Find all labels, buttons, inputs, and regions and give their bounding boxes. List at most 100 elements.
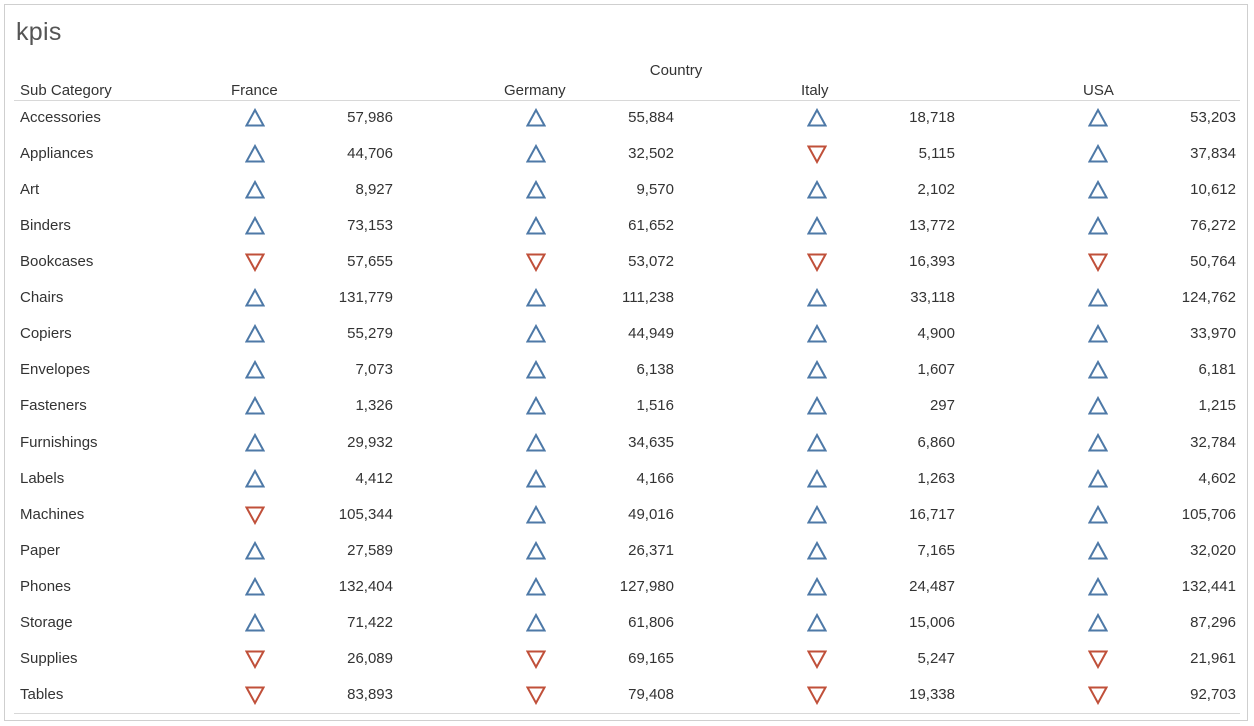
table-row: Envelopes 7,073 6,138 1,607 6,181 xyxy=(0,353,1254,389)
triangle-up-outline-icon xyxy=(1088,324,1108,344)
kpi-value: 5,115 xyxy=(918,145,955,163)
kpi-value: 10,612 xyxy=(1190,181,1236,199)
table-bottom-divider xyxy=(14,713,1240,714)
triangle-down-outline-icon xyxy=(526,649,546,669)
kpi-value: 4,412 xyxy=(355,469,393,487)
kpi-value: 55,884 xyxy=(628,109,674,126)
kpi-value: 297 xyxy=(929,397,955,415)
kpi-value: 132,404 xyxy=(338,577,393,595)
kpi-value: 76,272 xyxy=(1190,217,1236,235)
table-row: Phones 132,404 127,980 24,487 132,441 xyxy=(0,570,1254,606)
sub-category-label: Accessories xyxy=(20,109,101,126)
kpi-value: 8,927 xyxy=(355,181,393,199)
kpi-value: 26,089 xyxy=(347,649,393,667)
triangle-down-outline-icon xyxy=(807,649,827,669)
triangle-up-outline-icon xyxy=(245,576,265,597)
triangle-up-outline-icon xyxy=(245,360,265,380)
kpi-value: 124,762 xyxy=(1181,289,1236,307)
triangle-up-outline-icon xyxy=(526,216,546,236)
triangle-up-outline-icon xyxy=(245,144,265,164)
kpi-table-panel xyxy=(4,4,1248,721)
sub-category-label: Copiers xyxy=(20,325,72,343)
triangle-down-outline-icon xyxy=(245,505,265,525)
kpi-value: 1,215 xyxy=(1198,397,1236,415)
triangle-down-outline-icon xyxy=(807,685,827,705)
kpi-value: 6,181 xyxy=(1198,361,1236,379)
table-row: Accessories 57,986 55,884 18,718 53,203 xyxy=(0,101,1254,137)
triangle-up-outline-icon xyxy=(807,360,827,380)
country-header-germany: Germany xyxy=(504,82,566,99)
triangle-up-outline-icon xyxy=(1088,108,1108,128)
kpi-value: 6,138 xyxy=(636,361,674,379)
kpi-value: 69,165 xyxy=(628,649,674,667)
country-header-italy: Italy xyxy=(801,82,829,99)
triangle-up-outline-icon xyxy=(1088,396,1108,416)
page-title: kpis xyxy=(16,18,62,46)
triangle-up-outline-icon xyxy=(1088,612,1108,633)
table-row: Furnishings 29,932 34,635 6,860 32,784 xyxy=(0,426,1254,462)
triangle-up-outline-icon xyxy=(807,612,827,633)
kpi-value: 1,607 xyxy=(917,361,955,379)
triangle-down-outline-icon xyxy=(526,252,546,273)
country-column-group-header: Country xyxy=(649,62,703,79)
triangle-up-outline-icon xyxy=(1088,432,1108,453)
triangle-up-outline-icon xyxy=(1088,468,1108,489)
table-row: Bookcases 57,655 53,072 16,393 50,764 xyxy=(0,245,1254,281)
triangle-up-outline-icon xyxy=(526,540,546,561)
kpi-value: 16,717 xyxy=(909,505,955,523)
kpi-value: 111,238 xyxy=(622,289,674,307)
triangle-up-outline-icon xyxy=(526,324,546,344)
kpi-value: 33,118 xyxy=(910,289,955,307)
sub-category-header: Sub Category xyxy=(20,82,112,99)
kpi-value: 105,706 xyxy=(1181,505,1236,523)
triangle-up-outline-icon xyxy=(807,504,827,525)
sub-category-label: Paper xyxy=(20,541,61,559)
sub-category-label: Art xyxy=(20,181,40,199)
kpi-value: 79,408 xyxy=(628,685,674,703)
kpi-value: 6,860 xyxy=(917,433,955,451)
triangle-down-outline-icon xyxy=(526,685,546,705)
table-row: Paper 27,589 26,371 7,165 32,020 xyxy=(0,534,1254,570)
kpi-value: 37,834 xyxy=(1190,145,1236,163)
triangle-up-outline-icon xyxy=(807,468,827,489)
triangle-down-outline-icon xyxy=(1088,252,1108,273)
triangle-up-outline-icon xyxy=(526,432,546,453)
kpi-value: 83,893 xyxy=(347,685,393,703)
sub-category-label: Tables xyxy=(20,685,64,703)
kpi-value: 13,772 xyxy=(909,217,955,235)
triangle-down-outline-icon xyxy=(245,252,265,273)
triangle-up-outline-icon xyxy=(245,288,265,308)
header-divider xyxy=(14,100,1240,101)
kpi-value: 19,338 xyxy=(909,685,955,703)
country-header-france: France xyxy=(231,82,278,99)
kpi-value: 1,263 xyxy=(917,469,955,487)
kpi-value: 4,900 xyxy=(917,325,955,343)
kpi-value: 55,279 xyxy=(347,325,393,343)
triangle-up-outline-icon xyxy=(245,324,265,344)
triangle-up-outline-icon xyxy=(245,108,265,128)
triangle-down-outline-icon xyxy=(1088,685,1108,705)
sub-category-label: Fasteners xyxy=(20,397,87,415)
country-header-usa: USA xyxy=(1083,82,1114,99)
kpi-value: 29,932 xyxy=(347,433,393,451)
kpi-value: 1,326 xyxy=(355,397,393,415)
sub-category-label: Bookcases xyxy=(20,253,94,271)
triangle-up-outline-icon xyxy=(526,396,546,416)
triangle-up-outline-icon xyxy=(245,468,265,489)
triangle-up-outline-icon xyxy=(1088,216,1108,236)
kpi-value: 27,589 xyxy=(347,541,393,559)
sub-category-label: Phones xyxy=(20,577,71,595)
kpi-value: 57,655 xyxy=(347,253,393,271)
triangle-up-outline-icon xyxy=(1088,540,1108,561)
triangle-up-outline-icon xyxy=(526,504,546,525)
triangle-up-outline-icon xyxy=(807,288,827,308)
triangle-down-outline-icon xyxy=(245,685,265,705)
kpi-value: 44,706 xyxy=(347,145,393,163)
triangle-up-outline-icon xyxy=(245,612,265,633)
triangle-up-outline-icon xyxy=(807,396,827,416)
triangle-down-outline-icon xyxy=(807,144,827,165)
triangle-up-outline-icon xyxy=(1088,144,1108,164)
sub-category-label: Appliances xyxy=(20,145,94,163)
kpi-value: 24,487 xyxy=(909,577,955,595)
kpi-value: 15,006 xyxy=(909,613,955,631)
